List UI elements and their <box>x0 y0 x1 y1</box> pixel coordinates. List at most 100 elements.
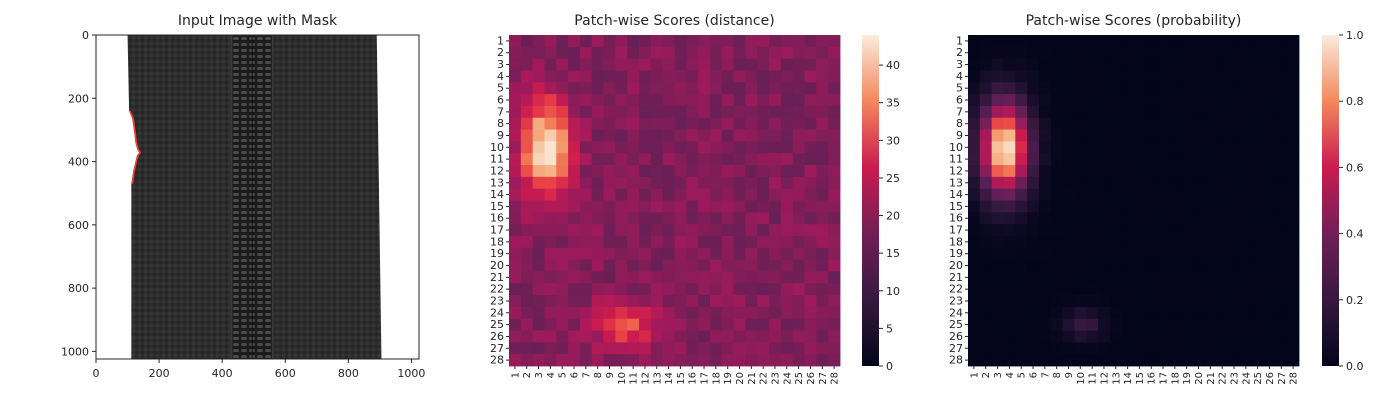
heatmap-cell <box>1074 129 1087 142</box>
heatmap-cell <box>1038 259 1052 272</box>
heatmap-cell <box>627 94 640 107</box>
heatmap-cell <box>1098 117 1111 130</box>
heatmap-cell <box>1251 70 1264 83</box>
heatmap-cell <box>1204 129 1217 142</box>
heatmap-cell <box>1239 35 1253 48</box>
heatmap-cell <box>1133 200 1146 213</box>
heatmap-cell <box>1168 58 1182 71</box>
heatmap-cell <box>674 82 687 95</box>
heatmap-cell <box>733 271 746 284</box>
heatmap-cell <box>568 82 581 95</box>
heatmap-cell <box>757 342 770 355</box>
heatmap-cell <box>792 141 805 154</box>
x-tick-label: 7 <box>1040 372 1051 378</box>
heatmap-cell <box>639 247 652 261</box>
heatmap-cell <box>780 224 794 237</box>
heatmap-cell <box>639 94 652 107</box>
heatmap-cell <box>1038 200 1052 213</box>
y-tick-label: 28 <box>490 354 504 367</box>
heatmap-cell <box>1015 117 1028 130</box>
heatmap-cell <box>532 224 545 237</box>
x-tick-label: 7 <box>581 372 592 378</box>
heatmap-cell <box>532 283 545 296</box>
heatmap-cell <box>1121 271 1134 284</box>
heatmap-cell <box>627 271 640 284</box>
heatmap-cell <box>745 165 758 178</box>
x-tick-label: 18 <box>1170 372 1181 385</box>
colorbar-tick-label: 0.6 <box>1346 161 1364 174</box>
y-tick-label: 26 <box>490 330 504 343</box>
heatmap-cell <box>1157 35 1170 48</box>
y-tick-label: 1 <box>956 34 963 47</box>
heatmap-cell <box>1157 354 1170 367</box>
y-tick-label: 21 <box>490 271 504 284</box>
heatmap-cell <box>1275 176 1288 190</box>
heatmap-cell <box>509 176 522 190</box>
heatmap-cell <box>579 105 593 119</box>
heatmap-cell <box>591 141 604 154</box>
heatmap-cell <box>1228 117 1241 130</box>
heatmap-cell <box>686 342 699 355</box>
heatmap-cell <box>1275 330 1288 343</box>
heatmap-cell <box>591 235 604 249</box>
heatmap-cell <box>979 330 993 343</box>
y-tick-label: 22 <box>949 283 963 296</box>
heatmap-cell <box>1168 224 1182 237</box>
heatmap-cell <box>1216 224 1229 237</box>
heatmap-cell <box>674 235 687 249</box>
x-tick-label: 8 <box>1052 372 1063 378</box>
heatmap-cell <box>1109 283 1123 296</box>
heatmap-cell <box>1157 271 1170 284</box>
heatmap-cell <box>1145 247 1158 261</box>
heatmap-cell <box>968 82 981 95</box>
heatmap-cell <box>816 188 829 201</box>
heatmap-cell <box>1275 306 1288 320</box>
heatmap-cell <box>733 46 746 60</box>
heatmap-cell <box>1251 224 1264 237</box>
panel1-frame <box>95 34 420 360</box>
heatmap-cell <box>544 259 557 272</box>
y-tick-label: 11 <box>949 153 963 166</box>
heatmap-cell <box>556 271 569 284</box>
y-tick-label: 9 <box>497 129 504 142</box>
heatmap-cell <box>1098 306 1111 320</box>
heatmap-cell <box>568 176 581 190</box>
heatmap-cell <box>615 354 628 367</box>
heatmap-cell <box>709 259 723 272</box>
heatmap-cell <box>1180 58 1194 71</box>
heatmap-cell <box>1086 176 1099 190</box>
heatmap-cell <box>828 129 841 142</box>
y-tick-label: 11 <box>490 153 504 166</box>
heatmap-cell <box>1145 129 1158 142</box>
heatmap-cell <box>1003 224 1016 237</box>
heatmap-cell <box>1157 295 1170 308</box>
heatmap-cell <box>1015 247 1028 261</box>
heatmap-cell <box>674 165 687 178</box>
heatmap-cell <box>979 141 993 154</box>
heatmap-cell <box>709 35 723 48</box>
heatmap-cell <box>686 212 699 225</box>
heatmap-cell <box>579 188 593 201</box>
heatmap-cell <box>792 200 805 213</box>
heatmap-cell <box>509 271 522 284</box>
heatmap-cell <box>1239 58 1253 71</box>
heatmap-cell <box>804 82 817 95</box>
heatmap-cell <box>1086 259 1099 272</box>
heatmap-cell <box>1050 153 1063 166</box>
heatmap-cell <box>1133 58 1146 71</box>
heatmap-cell <box>556 141 569 154</box>
heatmap-cell <box>1038 165 1052 178</box>
heatmap-cell <box>662 306 675 320</box>
heatmap-cell <box>1192 188 1205 201</box>
heatmap-cell <box>627 35 640 48</box>
heatmap-cell <box>979 271 993 284</box>
heatmap-cell <box>733 176 746 190</box>
heatmap-cell <box>615 247 628 261</box>
y-tick-label: 22 <box>490 283 504 296</box>
colorbar-tick-label: 40 <box>886 59 900 72</box>
heatmap-cell <box>709 283 723 296</box>
y-tick-label: 0 <box>82 29 89 42</box>
heatmap-cell <box>1287 58 1300 71</box>
heatmap-cell <box>792 129 805 142</box>
heatmap-cell <box>1038 306 1052 320</box>
